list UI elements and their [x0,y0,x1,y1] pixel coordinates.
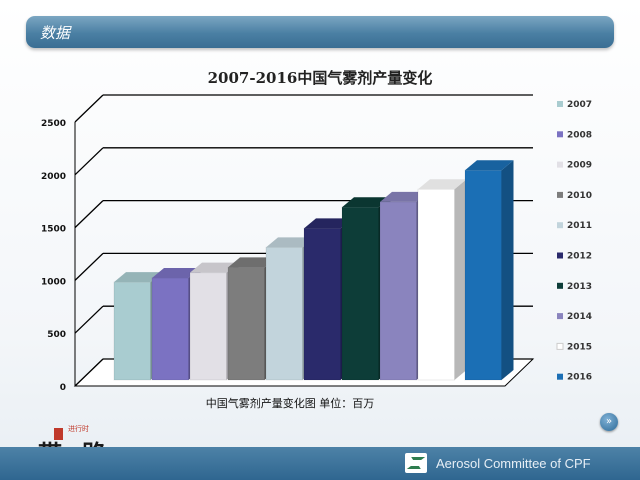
y-tick-label: 1500 [41,225,66,235]
legend-swatch [557,252,563,259]
gridline-diagonal [74,147,104,176]
y-tick-label: 2000 [41,172,66,182]
bar-front [189,272,227,381]
bar-side [501,160,514,380]
legend-swatch [557,101,563,107]
gridline-diagonal [74,200,104,229]
bar-front [227,266,265,381]
legend-swatch [557,222,563,229]
logo-subtext: 进行时 [68,425,89,433]
bar-front [151,277,189,381]
bar-top [114,272,163,283]
legend-label: 2016 [567,373,592,383]
bar-front [113,281,151,381]
bar-top [304,218,353,229]
bar-front [464,169,502,381]
y-tick-label: 1000 [41,277,66,287]
bar-top [266,237,315,248]
bar-top [380,191,429,202]
header-title: 数据 [40,24,71,42]
cpf-logo-icon [405,453,427,473]
legend-label: 2008 [567,130,592,140]
next-button[interactable]: » [600,413,618,431]
legend-label: 2009 [567,161,592,171]
gridline-diagonal [74,358,104,387]
footer-org-name: Aerosol Committee of CPF [436,456,591,471]
chart-caption: 中国气雾剂产量变化图 单位：百万 [205,397,375,410]
bar-top [465,160,514,171]
bar-top [190,262,239,273]
bar-front [303,227,341,381]
bar-side [454,179,467,380]
legend-label: 2013 [567,282,592,292]
legend-swatch [557,191,563,198]
bar-top [342,197,391,208]
y-tick-label: 500 [47,330,66,340]
bar-front [379,201,417,381]
bar-2016 [464,160,514,381]
footer-bar: Aerosol Committee of CPF [0,447,640,480]
bar-top [228,257,277,268]
header-bar: 数据 [26,16,614,48]
bar-front [417,188,455,381]
bar-top [418,179,467,190]
legend-label: 2010 [567,191,592,201]
legend-swatch [557,131,563,138]
bar-2015 [417,179,467,381]
bar-front [265,246,303,381]
chart-title: 2007-2016中国气雾剂产量变化 [207,69,433,87]
legend-label: 2011 [567,221,592,231]
bar-top [152,267,201,278]
gridline-diagonal [74,94,104,123]
legend-swatch [556,342,564,350]
legend-label: 2015 [567,342,592,352]
gridline-diagonal [74,305,104,334]
legend-label: 2007 [567,100,592,110]
bar-front [341,206,379,381]
legend-swatch [557,161,563,168]
legend-label: 2014 [567,312,592,322]
y-tick-label: 2500 [41,119,66,129]
legend-swatch [557,313,563,320]
y-tick-label: 0 [60,383,66,393]
legend-swatch [557,373,563,380]
legend-label: 2012 [567,252,592,262]
seal-icon [54,428,63,440]
legend-swatch [557,282,563,289]
gridline-diagonal [74,252,104,281]
